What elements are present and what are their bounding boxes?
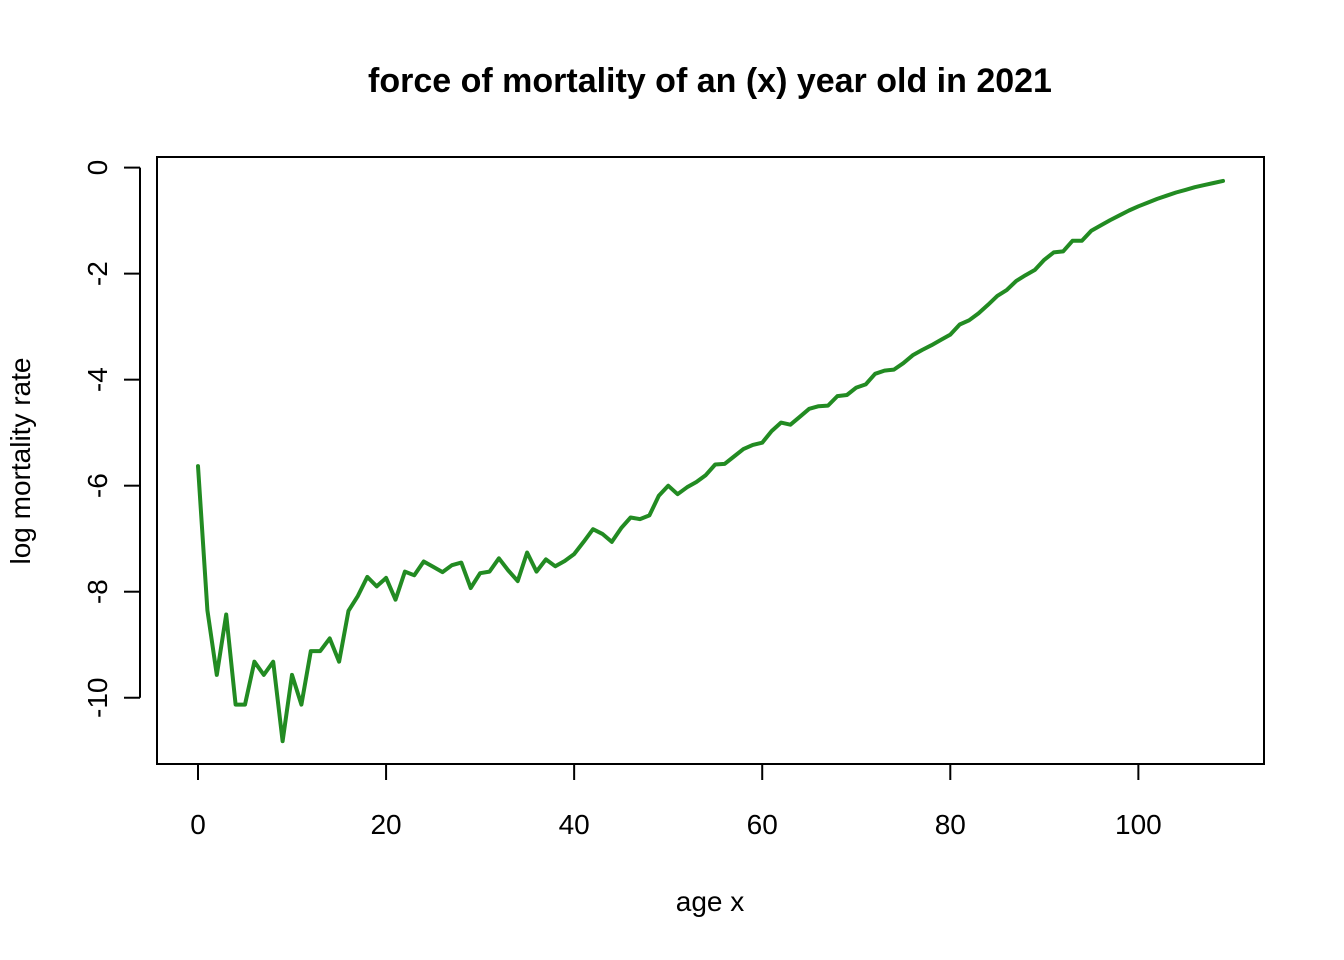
x-tick-label: 100	[1115, 809, 1162, 840]
x-tick-label: 80	[935, 809, 966, 840]
x-tick-label: 60	[747, 809, 778, 840]
y-tick-label: -2	[82, 261, 113, 286]
chart-title: force of mortality of an (x) year old in…	[368, 62, 1052, 100]
y-tick-label: -10	[82, 677, 113, 717]
x-tick-label: 0	[190, 809, 206, 840]
y-axis-label: log mortality rate	[5, 358, 36, 565]
y-tick-label: -4	[82, 367, 113, 392]
y-tick-label: -8	[82, 579, 113, 604]
x-axis: 0 20 40 60 80 100	[190, 763, 1162, 840]
x-tick-label: 40	[559, 809, 590, 840]
series-line	[196, 178, 1225, 744]
x-axis-label: age x	[676, 886, 745, 917]
y-axis: 0 -2 -4 -6 -8 -10	[82, 160, 141, 718]
y-tick-label: -6	[82, 473, 113, 498]
plot-frame	[156, 156, 1265, 765]
y-tick-label: 0	[82, 160, 113, 176]
series-layer	[196, 178, 1225, 744]
x-tick-label: 20	[370, 809, 401, 840]
